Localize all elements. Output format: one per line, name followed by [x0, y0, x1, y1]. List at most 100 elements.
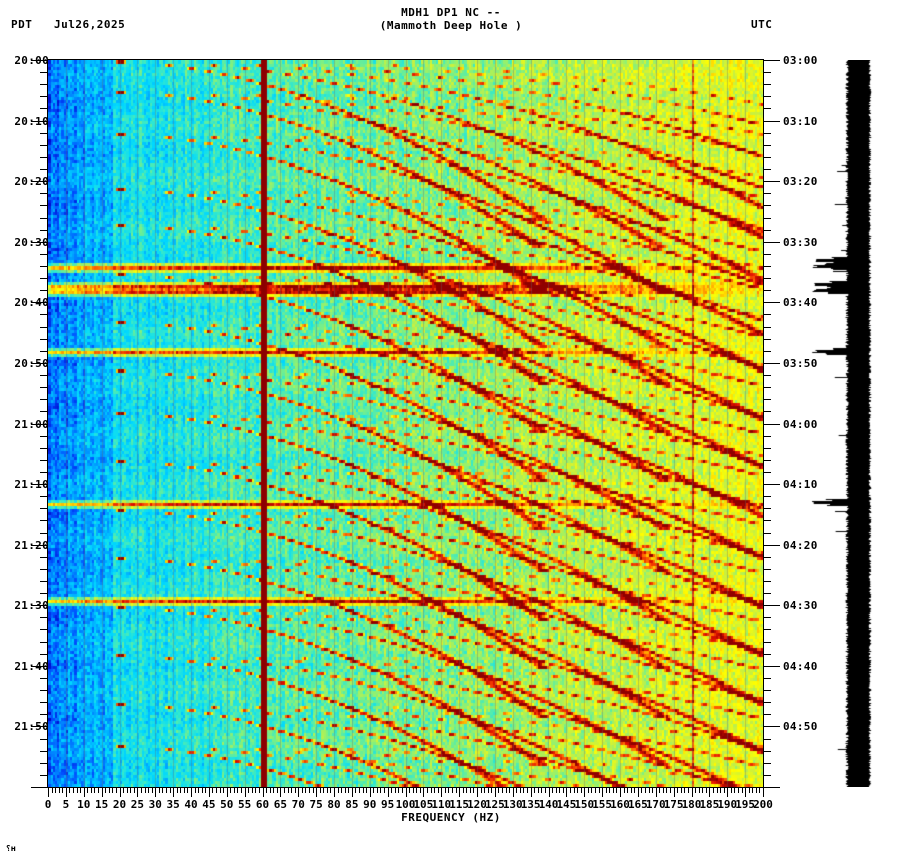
axis-tick: [763, 411, 771, 412]
axis-tick: [531, 788, 532, 797]
axis-tick: [395, 788, 396, 793]
axis-tick: [677, 788, 678, 793]
axis-tick: [763, 569, 771, 570]
axis-tick: [724, 788, 725, 793]
axis-tick: [112, 788, 113, 793]
axis-tick: [652, 788, 653, 793]
axis-tick: [313, 788, 314, 793]
axis-tick: [109, 788, 110, 793]
axis-tick: [223, 788, 224, 793]
axis-tick: [123, 788, 124, 793]
axis-tick: [699, 788, 700, 793]
axis-tick: [212, 788, 213, 793]
axis-tick: [763, 557, 771, 558]
axis-tick: [170, 788, 171, 793]
axis-tick: [40, 205, 48, 206]
axis-label-pdt: 21:50: [14, 720, 49, 733]
axis-tick: [763, 242, 780, 243]
axis-tick: [763, 375, 771, 376]
axis-label-frequency: 55: [238, 798, 252, 811]
axis-tick: [40, 375, 48, 376]
axis-tick: [516, 788, 517, 793]
axis-tick: [513, 788, 514, 797]
axis-tick: [252, 788, 253, 793]
axis-tick: [441, 788, 442, 797]
axis-tick: [763, 218, 771, 219]
axis-label-pdt: 21:00: [14, 418, 49, 431]
axis-tick: [409, 788, 410, 793]
axis-tick: [55, 788, 56, 793]
axis-tick: [40, 460, 48, 461]
axis-tick: [763, 751, 771, 752]
axis-tick: [40, 351, 48, 352]
axis-label-frequency: 105: [413, 798, 434, 811]
axis-tick: [40, 533, 48, 534]
axis-tick: [763, 617, 771, 618]
axis-tick: [763, 121, 780, 122]
axis-tick: [338, 788, 339, 793]
axis-tick: [448, 788, 449, 793]
axis-tick: [473, 788, 474, 793]
axis-tick: [484, 788, 485, 793]
axis-tick: [40, 763, 48, 764]
axis-label-utc: 04:20: [783, 539, 818, 552]
axis-label-frequency: 165: [627, 798, 648, 811]
axis-tick: [495, 788, 496, 797]
axis-tick: [102, 788, 103, 797]
axis-tick: [709, 788, 710, 797]
axis-label-frequency: 100: [395, 798, 416, 811]
axis-tick: [645, 788, 646, 793]
axis-tick: [688, 788, 689, 793]
axis-tick: [538, 788, 539, 793]
axis-tick: [584, 788, 585, 797]
axis-label-frequency: 115: [449, 798, 470, 811]
axis-tick: [527, 788, 528, 793]
spectrogram-plot[interactable]: [48, 60, 763, 787]
axis-tick: [763, 436, 771, 437]
axis-tick: [749, 788, 750, 793]
axis-tick: [763, 96, 771, 97]
axis-label-pdt: 21:10: [14, 478, 49, 491]
axis-tick: [31, 181, 48, 182]
axis-tick: [73, 788, 74, 793]
axis-tick: [656, 788, 657, 797]
axis-tick: [620, 788, 621, 797]
axis-tick: [87, 788, 88, 793]
axis-tick: [763, 508, 771, 509]
axis-tick: [477, 788, 478, 797]
axis-tick: [624, 788, 625, 793]
axis-tick: [502, 788, 503, 793]
axis-tick: [98, 788, 99, 793]
timezone-label-right: UTC: [751, 18, 773, 31]
axis-label-frequency: 30: [148, 798, 162, 811]
axis-tick: [31, 121, 48, 122]
axis-tick: [599, 788, 600, 793]
axis-tick: [720, 788, 721, 793]
axis-tick: [574, 788, 575, 793]
axis-tick: [763, 108, 771, 109]
axis-tick: [731, 788, 732, 793]
axis-label-utc: 03:20: [783, 175, 818, 188]
axis-tick: [248, 788, 249, 793]
axis-tick: [198, 788, 199, 793]
axis-tick: [273, 788, 274, 793]
axis-tick: [509, 788, 510, 793]
axis-label-frequency: 70: [291, 798, 305, 811]
amplitude-trace-strip[interactable]: [810, 60, 880, 787]
axis-tick: [634, 788, 635, 793]
axis-tick: [613, 788, 614, 793]
axis-tick: [40, 84, 48, 85]
axis-tick: [40, 775, 48, 776]
axis-tick: [180, 788, 181, 793]
station-subtitle: (Mammoth Deep Hole ): [379, 19, 523, 32]
axis-tick: [763, 690, 771, 691]
axis-tick: [459, 788, 460, 797]
axis-tick: [602, 788, 603, 797]
axis-tick: [40, 96, 48, 97]
axis-tick: [763, 205, 771, 206]
axis-tick: [370, 788, 371, 797]
axis-tick: [559, 788, 560, 793]
axis-tick: [255, 788, 256, 793]
axis-tick: [69, 788, 70, 793]
axis-label-frequency: 180: [681, 798, 702, 811]
